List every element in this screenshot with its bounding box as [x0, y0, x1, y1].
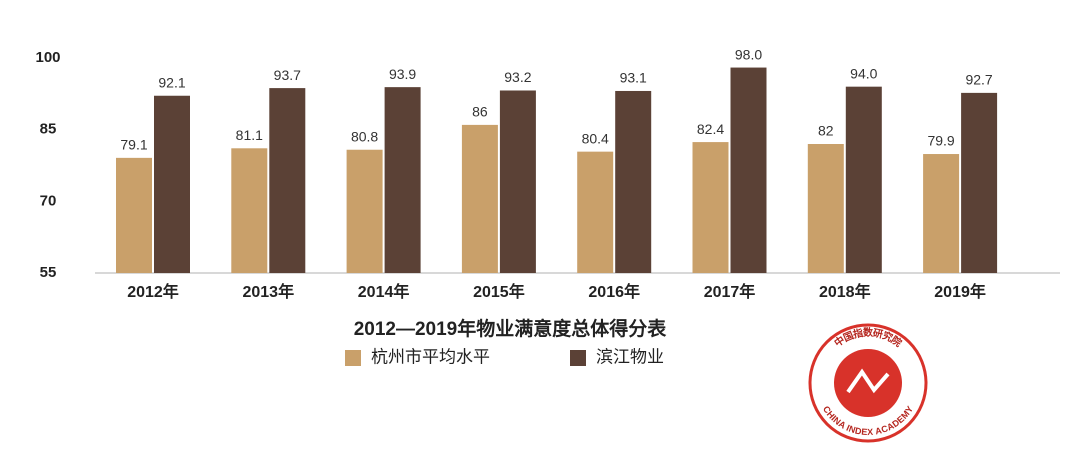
bar [615, 90, 652, 273]
logo: CHINA INDEX ACADEMY 中国指数研究院 [808, 323, 928, 443]
bar [384, 87, 421, 274]
y-tick-label: 55 [40, 264, 57, 281]
bar [346, 149, 383, 273]
bar [845, 86, 882, 274]
y-tick-label: 100 [35, 49, 60, 66]
x-tick-label: 2016年 [588, 282, 640, 301]
value-label: 82 [818, 123, 834, 139]
chart-title: 2012—2019年物业满意度总体得分表 [354, 317, 668, 340]
bar [461, 124, 498, 273]
value-label: 92.7 [965, 72, 992, 88]
value-label: 93.2 [504, 69, 531, 85]
x-tick-label: 2019年 [934, 282, 986, 301]
legend-label: 滨江物业 [596, 347, 664, 366]
logo-mark [846, 368, 890, 394]
value-label: 79.9 [927, 133, 954, 149]
x-tick-label: 2012年 [127, 282, 179, 301]
value-label: 80.8 [351, 128, 378, 144]
bar [807, 144, 844, 273]
x-tick-label: 2017年 [704, 282, 756, 301]
value-label: 93.7 [274, 67, 301, 83]
bar [116, 157, 152, 273]
value-label: 81.1 [236, 127, 263, 143]
value-label: 92.1 [158, 74, 185, 90]
value-label: 94.0 [850, 65, 877, 81]
legend-swatch [570, 350, 586, 366]
bar [499, 90, 536, 273]
x-tick-label: 2013年 [242, 282, 294, 301]
bar [692, 142, 729, 273]
bar [923, 154, 960, 273]
legend-label: 杭州市平均水平 [371, 347, 490, 366]
bar [577, 151, 614, 273]
value-label: 98.0 [735, 46, 762, 62]
value-label: 82.4 [697, 121, 724, 137]
x-tick-label: 2014年 [358, 282, 410, 301]
bar [231, 148, 268, 273]
y-tick-label: 70 [40, 192, 57, 209]
bar [730, 67, 767, 273]
value-label: 79.1 [120, 137, 147, 153]
legend-swatch [345, 350, 361, 366]
x-tick-label: 2015年 [473, 282, 525, 301]
bar [269, 88, 306, 273]
value-label: 86 [472, 104, 488, 120]
bar [961, 92, 998, 273]
value-label: 93.9 [389, 66, 416, 82]
y-tick-label: 85 [40, 121, 57, 138]
value-label: 80.4 [582, 130, 609, 146]
value-label: 93.1 [620, 70, 647, 86]
bar [154, 95, 190, 273]
x-tick-label: 2018年 [819, 282, 871, 301]
